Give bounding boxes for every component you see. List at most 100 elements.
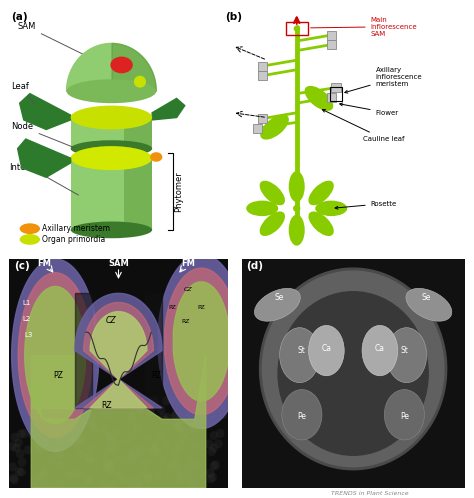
Text: RZ: RZ — [182, 319, 190, 324]
Ellipse shape — [174, 422, 182, 431]
Ellipse shape — [108, 466, 116, 475]
Text: FM: FM — [37, 259, 51, 268]
Text: Main
inflorescence
SAM: Main inflorescence SAM — [310, 17, 417, 37]
Ellipse shape — [260, 115, 289, 139]
Ellipse shape — [207, 447, 216, 456]
Ellipse shape — [76, 450, 85, 459]
Ellipse shape — [26, 394, 35, 403]
Ellipse shape — [190, 424, 199, 433]
Ellipse shape — [56, 435, 64, 444]
Ellipse shape — [29, 422, 37, 431]
Ellipse shape — [101, 482, 109, 491]
Polygon shape — [124, 158, 152, 230]
Ellipse shape — [211, 460, 220, 470]
Ellipse shape — [136, 403, 145, 412]
Ellipse shape — [71, 439, 80, 448]
Ellipse shape — [143, 457, 152, 466]
Ellipse shape — [36, 445, 45, 454]
Ellipse shape — [63, 394, 72, 404]
Text: Rosette: Rosette — [335, 201, 397, 209]
Ellipse shape — [103, 459, 112, 468]
Ellipse shape — [38, 420, 47, 429]
Ellipse shape — [175, 418, 183, 427]
Ellipse shape — [102, 463, 110, 472]
Ellipse shape — [217, 401, 226, 411]
Ellipse shape — [209, 410, 217, 419]
Ellipse shape — [185, 456, 194, 466]
Ellipse shape — [71, 109, 152, 126]
Ellipse shape — [150, 396, 158, 405]
Ellipse shape — [90, 457, 98, 466]
Ellipse shape — [146, 408, 154, 417]
Ellipse shape — [71, 426, 80, 435]
Bar — [330, 87, 342, 101]
Ellipse shape — [186, 410, 195, 420]
Ellipse shape — [185, 401, 194, 410]
Ellipse shape — [55, 480, 64, 489]
Ellipse shape — [386, 328, 427, 382]
Ellipse shape — [72, 430, 81, 440]
Ellipse shape — [191, 462, 200, 471]
Bar — [257, 114, 267, 124]
Ellipse shape — [24, 445, 32, 455]
Ellipse shape — [154, 471, 163, 480]
Text: (b): (b) — [225, 12, 242, 22]
Ellipse shape — [161, 416, 170, 425]
Polygon shape — [20, 94, 71, 129]
Ellipse shape — [36, 473, 45, 482]
Ellipse shape — [24, 398, 32, 407]
Ellipse shape — [126, 478, 135, 487]
Ellipse shape — [187, 479, 196, 488]
Ellipse shape — [44, 405, 53, 414]
Ellipse shape — [105, 443, 114, 452]
Polygon shape — [165, 268, 238, 415]
Ellipse shape — [84, 476, 93, 485]
Ellipse shape — [34, 440, 42, 449]
Ellipse shape — [406, 288, 452, 321]
Ellipse shape — [71, 106, 152, 129]
Ellipse shape — [277, 291, 429, 456]
Ellipse shape — [20, 223, 40, 234]
Text: PZ: PZ — [197, 305, 205, 310]
Ellipse shape — [182, 468, 191, 477]
Ellipse shape — [214, 439, 223, 448]
Ellipse shape — [104, 465, 113, 474]
Polygon shape — [145, 293, 162, 408]
Ellipse shape — [130, 445, 138, 455]
Bar — [257, 71, 267, 80]
Polygon shape — [173, 282, 230, 401]
Text: Ca: Ca — [321, 344, 331, 353]
Ellipse shape — [39, 421, 47, 430]
Ellipse shape — [31, 476, 39, 485]
Ellipse shape — [309, 325, 344, 376]
Ellipse shape — [175, 466, 183, 475]
Text: TRENDS in Plant Science: TRENDS in Plant Science — [331, 491, 409, 496]
Ellipse shape — [282, 389, 322, 440]
Ellipse shape — [156, 430, 165, 439]
Ellipse shape — [70, 396, 79, 406]
Ellipse shape — [280, 328, 319, 382]
Ellipse shape — [150, 152, 162, 162]
Ellipse shape — [89, 425, 98, 434]
Ellipse shape — [172, 459, 180, 468]
Ellipse shape — [205, 439, 214, 449]
Ellipse shape — [174, 394, 183, 403]
Ellipse shape — [107, 480, 116, 489]
Ellipse shape — [132, 424, 141, 433]
Polygon shape — [90, 312, 147, 408]
Ellipse shape — [137, 404, 146, 413]
Ellipse shape — [159, 412, 168, 421]
Text: Se: Se — [422, 293, 431, 302]
Ellipse shape — [67, 470, 76, 479]
Ellipse shape — [207, 475, 216, 484]
Ellipse shape — [171, 417, 179, 427]
Ellipse shape — [260, 212, 285, 236]
Ellipse shape — [151, 440, 160, 450]
Ellipse shape — [168, 460, 177, 469]
Ellipse shape — [104, 461, 113, 470]
Ellipse shape — [71, 140, 152, 157]
Ellipse shape — [31, 395, 39, 404]
Ellipse shape — [20, 234, 40, 245]
Ellipse shape — [134, 76, 146, 88]
Ellipse shape — [107, 411, 116, 421]
